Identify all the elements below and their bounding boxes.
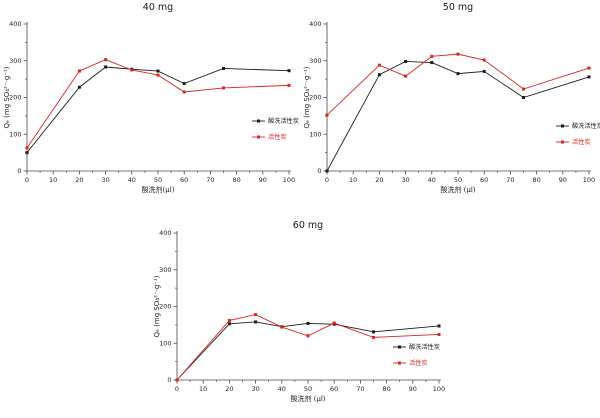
svg-text:80: 80 — [532, 176, 540, 184]
svg-text:60: 60 — [180, 176, 188, 184]
chart-title-50mg: 50 mg — [442, 2, 474, 13]
svg-text:80: 80 — [232, 176, 240, 184]
svg-text:10: 10 — [49, 176, 57, 184]
svg-text:50: 50 — [154, 176, 162, 184]
chart-40mg: 40 mg 0 100 200 300 400 0 10 20 30 40 50 60 70 80 90 10… — [0, 0, 300, 209]
svg-text:70: 70 — [506, 176, 514, 184]
svg-text:酸洗剂(μl): 酸洗剂(μl) — [142, 185, 175, 194]
svg-text:酸洗活性炭: 酸洗活性炭 — [572, 122, 600, 130]
svg-text:10: 10 — [199, 385, 207, 393]
svg-text:活性炭: 活性炭 — [268, 133, 287, 141]
svg-text:0: 0 — [17, 167, 21, 175]
svg-text:400: 400 — [309, 20, 321, 28]
svg-text:70: 70 — [206, 176, 214, 184]
chart-40mg-plot: 0 100 200 300 400 0 10 20 30 40 50 60 70 80 90 100 酸洗剂(μ… — [3, 20, 299, 194]
svg-text:Qₑ (mg SO₄²⁻·g⁻¹): Qₑ (mg SO₄²⁻·g⁻¹) — [153, 275, 161, 337]
chart-50mg-plot: 0 100 200 300 400 0 10 20 30 40 50 60 70 80 90 100 酸洗剂 (… — [303, 20, 600, 194]
chart-title-40mg: 40 mg — [142, 2, 174, 13]
svg-text:酸洗剂 (μl): 酸洗剂 (μl) — [290, 394, 325, 403]
chart-60mg: 60 mg 0 100 200 300 400 0 10 20 30 40 50 60 70 80 90 10… — [150, 209, 450, 418]
svg-text:酸洗活性炭: 酸洗活性炭 — [409, 343, 440, 351]
svg-text:80: 80 — [382, 385, 390, 393]
svg-text:100: 100 — [433, 385, 445, 393]
svg-text:300: 300 — [309, 57, 321, 65]
svg-text:0: 0 — [317, 167, 321, 175]
chart-60mg-plot: 0 100 200 300 400 0 10 20 30 40 50 60 70 80 90 100 酸洗剂 (… — [153, 229, 445, 403]
svg-text:30: 30 — [401, 176, 409, 184]
svg-text:100: 100 — [159, 339, 171, 347]
svg-text:0: 0 — [175, 385, 179, 393]
svg-text:100: 100 — [9, 130, 21, 138]
svg-text:100: 100 — [283, 176, 295, 184]
svg-text:40: 40 — [128, 176, 136, 184]
svg-text:0: 0 — [25, 176, 29, 184]
svg-text:40: 40 — [278, 385, 286, 393]
svg-text:200: 200 — [159, 303, 171, 311]
svg-text:60: 60 — [480, 176, 488, 184]
svg-text:Qₑ (mg SO₄²⁻·g⁻¹): Qₑ (mg SO₄²⁻·g⁻¹) — [303, 66, 311, 128]
chart-50mg: 50 mg 0 100 200 300 400 0 10 20 30 40 50 60 70 80 90 10… — [300, 0, 600, 209]
svg-text:70: 70 — [356, 385, 364, 393]
svg-text:90: 90 — [259, 176, 267, 184]
svg-text:50: 50 — [304, 385, 312, 393]
svg-text:200: 200 — [309, 94, 321, 102]
svg-text:Qₑ (mg SO₄²⁻·g⁻¹): Qₑ (mg SO₄²⁻·g⁻¹) — [3, 66, 11, 128]
svg-text:200: 200 — [9, 94, 21, 102]
svg-text:20: 20 — [75, 176, 83, 184]
svg-text:活性炭: 活性炭 — [409, 359, 428, 367]
svg-text:90: 90 — [559, 176, 567, 184]
svg-text:酸洗剂 (μl): 酸洗剂 (μl) — [440, 185, 475, 194]
svg-text:10: 10 — [349, 176, 357, 184]
svg-text:20: 20 — [225, 385, 233, 393]
svg-text:400: 400 — [159, 229, 171, 237]
svg-text:活性炭: 活性炭 — [572, 138, 591, 146]
svg-text:300: 300 — [9, 57, 21, 65]
svg-text:酸洗活性炭: 酸洗活性炭 — [268, 117, 299, 125]
svg-text:90: 90 — [409, 385, 417, 393]
svg-text:50: 50 — [454, 176, 462, 184]
svg-text:30: 30 — [251, 385, 259, 393]
svg-text:300: 300 — [159, 266, 171, 274]
svg-text:0: 0 — [325, 176, 329, 184]
svg-text:30: 30 — [101, 176, 109, 184]
svg-text:0: 0 — [167, 376, 171, 384]
svg-text:40: 40 — [428, 176, 436, 184]
chart-title-60mg: 60 mg — [292, 220, 324, 231]
svg-text:20: 20 — [375, 176, 383, 184]
svg-text:400: 400 — [9, 20, 21, 28]
svg-text:100: 100 — [309, 130, 321, 138]
svg-text:60: 60 — [330, 385, 338, 393]
svg-text:100: 100 — [583, 176, 595, 184]
